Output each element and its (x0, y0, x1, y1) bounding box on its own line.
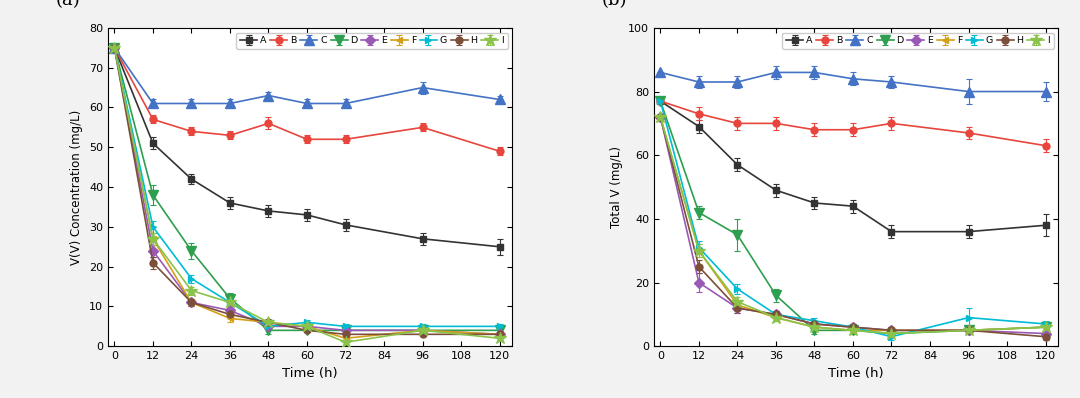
X-axis label: Time (h): Time (h) (828, 367, 885, 380)
Y-axis label: V(V) Concentration (mg/L): V(V) Concentration (mg/L) (70, 109, 83, 265)
Text: (a): (a) (55, 0, 80, 9)
Legend: A, B, C, D, E, F, G, H, I: A, B, C, D, E, F, G, H, I (237, 33, 508, 49)
Y-axis label: Total V (mg/L): Total V (mg/L) (609, 146, 622, 228)
Legend: A, B, C, D, E, F, G, H, I: A, B, C, D, E, F, G, H, I (782, 33, 1054, 49)
X-axis label: Time (h): Time (h) (282, 367, 338, 380)
Text: (b): (b) (602, 0, 626, 9)
